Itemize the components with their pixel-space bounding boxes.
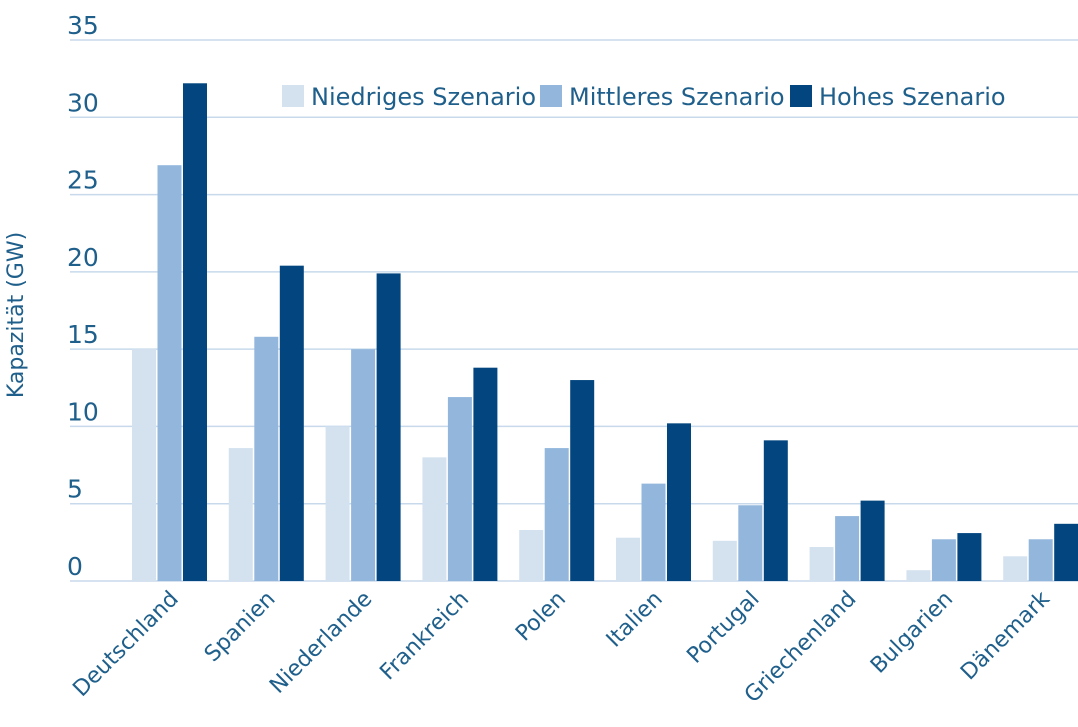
bar xyxy=(519,529,544,581)
legend: Niedriges Szenario Mittleres Szenario Hohe… xyxy=(282,83,1006,111)
y-axis-ticks: 0 5 10 15 20 25 30 35 xyxy=(67,11,99,581)
bar xyxy=(860,500,885,581)
bar xyxy=(809,546,834,581)
bar xyxy=(738,505,763,581)
bar xyxy=(325,426,350,581)
legend-swatch xyxy=(790,85,812,107)
bar xyxy=(351,349,376,581)
bar xyxy=(667,423,691,581)
x-tick-label: Polen xyxy=(511,587,571,647)
bar xyxy=(183,83,207,581)
y-tick-label: 0 xyxy=(67,552,83,581)
bar xyxy=(712,540,737,581)
bar xyxy=(931,539,956,581)
legend-label: Mittleres Szenario xyxy=(569,83,785,111)
x-tick-label: Italien xyxy=(602,587,668,653)
legend-label: Niedriges Szenario xyxy=(311,83,536,111)
bar xyxy=(447,397,472,581)
bar xyxy=(422,457,447,581)
y-tick-label: 15 xyxy=(67,320,99,349)
x-tick-label: Bulgarien xyxy=(866,587,958,679)
y-tick-label: 30 xyxy=(67,88,99,117)
y-tick-label: 35 xyxy=(67,11,99,40)
x-tick-label: Deutschland xyxy=(68,587,183,702)
bar xyxy=(228,448,253,581)
bar xyxy=(616,537,640,581)
legend-swatch xyxy=(282,85,304,107)
y-axis-label: Kapazität (GW) xyxy=(4,232,29,398)
bar xyxy=(157,165,182,581)
bar xyxy=(1028,539,1053,581)
bar xyxy=(279,265,304,581)
bar xyxy=(763,440,788,581)
y-tick-label: 25 xyxy=(67,166,99,195)
x-tick-label: Dänemark xyxy=(956,586,1055,685)
y-tick-label: 5 xyxy=(67,475,83,504)
bars xyxy=(132,83,1078,581)
bar xyxy=(544,448,569,581)
y-tick-label: 10 xyxy=(67,397,99,426)
bar xyxy=(1054,523,1078,581)
x-tick-label: Niederlande xyxy=(265,587,377,699)
bar xyxy=(254,336,279,581)
x-tick-label: Spanien xyxy=(200,587,281,668)
legend-label: Hohes Szenario xyxy=(819,83,1006,111)
y-tick-label: 20 xyxy=(67,243,99,272)
bar xyxy=(570,380,595,581)
bar xyxy=(132,349,156,581)
bar xyxy=(473,367,498,581)
bar xyxy=(906,570,931,581)
bar xyxy=(835,516,860,581)
x-tick-label: Frankreich xyxy=(375,587,474,686)
legend-swatch xyxy=(540,85,562,107)
bar xyxy=(641,483,666,581)
bar xyxy=(957,533,982,581)
bar xyxy=(376,273,401,581)
bar xyxy=(1003,556,1028,581)
x-tick-label: Portugal xyxy=(682,587,764,669)
